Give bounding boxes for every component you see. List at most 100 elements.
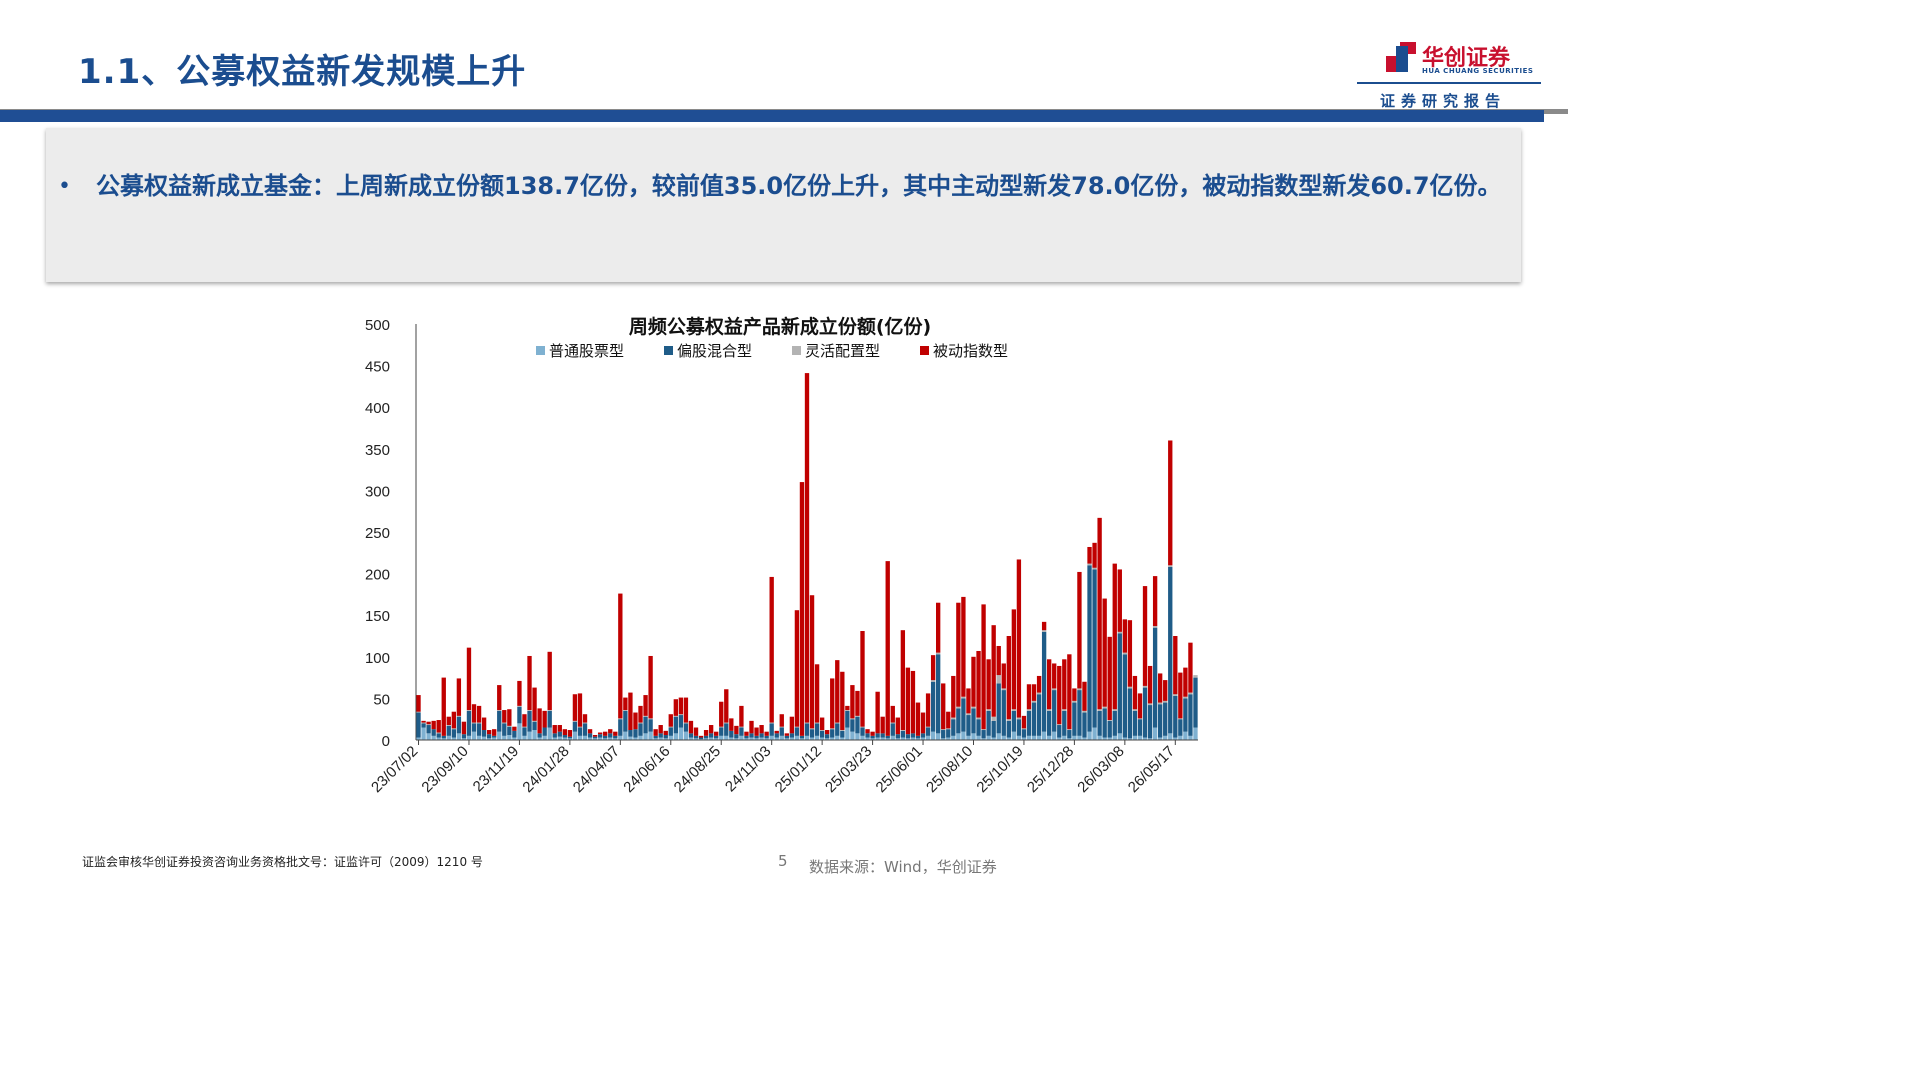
bar-mixed (830, 729, 835, 738)
bar-stock (1021, 737, 1027, 740)
bar-stock (633, 737, 638, 740)
bar-mixed (608, 733, 613, 738)
bar-index (1001, 663, 1006, 689)
bar-mixed (895, 734, 900, 739)
bar-mixed (1183, 698, 1188, 732)
bar-flex (941, 729, 946, 731)
bar-index (512, 726, 517, 731)
bar-index (764, 731, 769, 736)
bar-index (840, 671, 845, 731)
bar-flex (446, 725, 451, 726)
bar-flex (1072, 700, 1077, 703)
bar-stock (729, 737, 734, 740)
bar-flex (1016, 717, 1022, 720)
bar-index (754, 727, 759, 736)
bar-stock (502, 735, 507, 740)
bar-stock (910, 737, 916, 740)
bar-index (431, 720, 436, 730)
bar-mixed (1157, 704, 1163, 738)
bar-index (971, 656, 976, 707)
bar-index (537, 708, 542, 734)
bar-stock (890, 735, 895, 740)
header-band (0, 110, 1544, 122)
bar-stock (587, 737, 593, 740)
bar-index (1092, 542, 1097, 568)
bar-mixed (603, 735, 608, 739)
x-tick-label: 24/01/28 (519, 743, 572, 796)
bar-flex (1006, 719, 1011, 721)
bar-mixed (1036, 694, 1042, 736)
bar-index (759, 725, 764, 734)
bar-mixed (492, 735, 497, 738)
bar-flex (819, 730, 825, 731)
bar-flex (860, 726, 865, 728)
bar-index (809, 595, 815, 729)
bar-mixed (819, 730, 825, 738)
bar-index (451, 711, 457, 729)
bar-stock (744, 738, 749, 740)
bar-mixed (1057, 725, 1062, 738)
bar-mixed (804, 723, 810, 736)
bar-mixed (673, 716, 678, 734)
bar-mixed (764, 735, 769, 739)
bar-stock (1082, 737, 1087, 740)
bar-mixed (1011, 710, 1017, 732)
brand-name-en: HUA CHUANG SECURITIES (1422, 67, 1534, 75)
bar-flex (421, 722, 426, 724)
bar-flex (804, 722, 810, 724)
bar-flex (1107, 720, 1112, 721)
y-tick-label: 350 (365, 442, 390, 459)
bar-stock (1112, 735, 1117, 740)
bar-flex (1062, 709, 1067, 711)
bar-mixed (739, 727, 744, 736)
bar-flex (1157, 702, 1163, 705)
bar-index (567, 730, 573, 737)
bar-mixed (426, 725, 431, 734)
x-tick-label: 23/09/10 (418, 743, 471, 796)
bar-stock (714, 738, 719, 740)
bar-mixed (976, 719, 981, 736)
bar-stock (784, 738, 789, 740)
bar-index (784, 733, 789, 736)
bar-index (643, 695, 648, 716)
bar-flex (1112, 709, 1117, 711)
bar-index (663, 730, 668, 736)
bar-mixed (522, 727, 527, 736)
bar-index (925, 693, 931, 727)
header-rule (1357, 82, 1541, 84)
bar-index (481, 717, 487, 731)
bar-stock (809, 737, 815, 740)
bar-index (749, 720, 754, 734)
bar-flex (739, 726, 744, 728)
bar-mixed (461, 734, 467, 739)
bar-stock (562, 737, 567, 740)
bar-mixed (971, 708, 976, 734)
x-tick-label: 25/10/19 (973, 743, 1026, 796)
bar-stock (1031, 735, 1037, 740)
bar-stock (1168, 733, 1173, 740)
bar-flex (683, 722, 689, 724)
bar-stock (497, 731, 502, 740)
bar-stock (779, 735, 784, 740)
bar-index (608, 729, 613, 734)
bar-index (1011, 609, 1017, 710)
bar-mixed (658, 733, 663, 738)
bar-index (532, 687, 537, 721)
bar-stock (845, 727, 850, 740)
bar-stock (961, 731, 966, 740)
bar-index (527, 655, 532, 711)
bar-flex (1147, 703, 1153, 706)
bar-mixed (1193, 677, 1198, 728)
bar-stock (1102, 737, 1107, 740)
bar-index (1097, 517, 1102, 710)
bar-mixed (860, 727, 865, 736)
bar-stock (628, 736, 633, 740)
bar-index (1057, 665, 1062, 725)
bar-stock (981, 738, 986, 740)
bar-index (1168, 440, 1173, 566)
bar-flex (1188, 692, 1193, 695)
legend-swatch-mixed (664, 346, 673, 355)
bar-stock (789, 737, 795, 740)
bar-stock (1062, 735, 1067, 740)
bar-stock (976, 735, 981, 740)
